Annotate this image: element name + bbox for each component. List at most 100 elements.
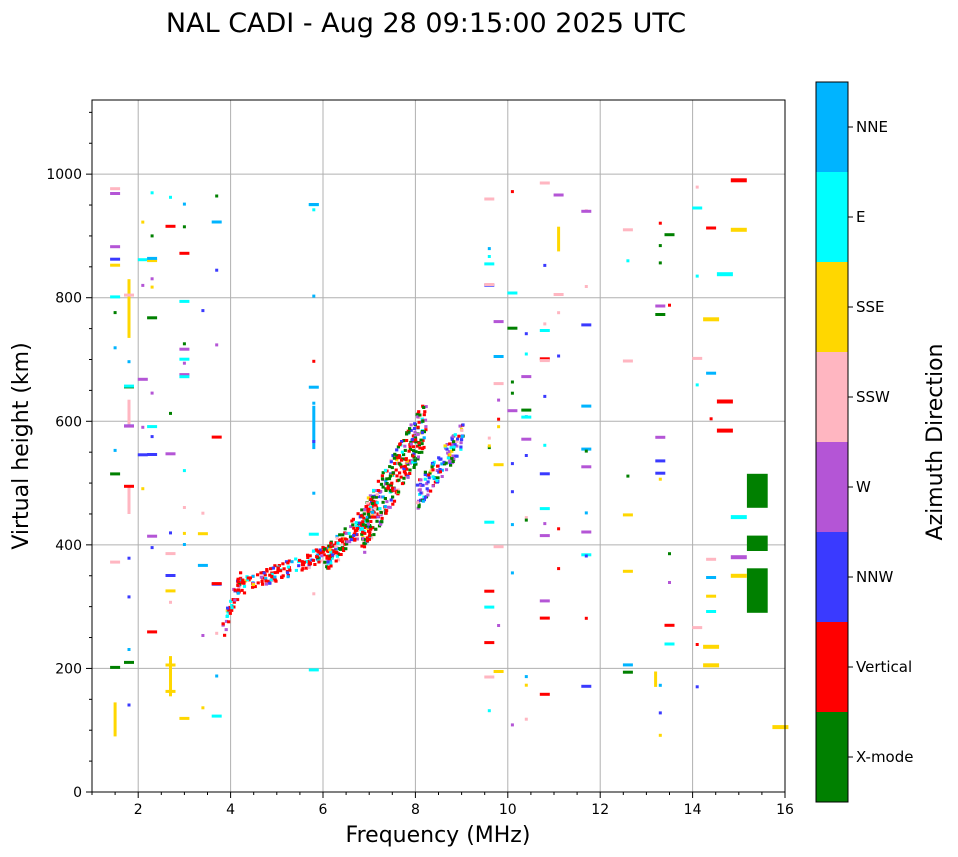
- data-point: [459, 447, 463, 451]
- data-point: [368, 531, 372, 535]
- data-point: [706, 371, 717, 375]
- data-point: [110, 187, 121, 191]
- data-point: [332, 543, 336, 547]
- data-point: [385, 482, 389, 485]
- data-point: [215, 268, 219, 272]
- data-point: [622, 513, 633, 517]
- data-point: [379, 522, 383, 526]
- data-point: [706, 594, 717, 598]
- data-point: [351, 517, 355, 521]
- data-segment: [654, 671, 658, 687]
- data-point: [435, 469, 439, 472]
- data-point: [426, 480, 430, 484]
- data-point: [422, 430, 426, 434]
- data-point: [376, 514, 380, 518]
- data-point: [265, 569, 269, 573]
- data-point: [341, 533, 345, 537]
- data-point: [385, 500, 389, 504]
- data-point: [420, 450, 424, 454]
- data-point: [497, 425, 501, 429]
- data-point: [281, 562, 285, 566]
- data-segment: [127, 486, 131, 514]
- data-point: [124, 293, 134, 297]
- data-point: [127, 595, 131, 599]
- data-point: [304, 560, 308, 564]
- data-point: [377, 524, 382, 528]
- data-mark: [730, 178, 747, 183]
- data-point: [360, 532, 364, 536]
- colorbar-tick-label: SSE: [856, 298, 885, 316]
- data-point: [484, 675, 495, 679]
- data-point: [412, 452, 416, 456]
- x-tick-label: 12: [591, 802, 609, 818]
- data-point: [325, 556, 329, 560]
- data-point: [419, 484, 423, 488]
- data-point: [253, 585, 257, 589]
- data-point: [277, 564, 281, 567]
- data-point: [224, 619, 229, 623]
- data-point: [521, 375, 532, 379]
- data-point: [413, 434, 417, 438]
- colorbar-tick-label: NNW: [856, 568, 893, 586]
- data-point: [150, 234, 154, 238]
- data-point: [400, 458, 404, 462]
- data-point: [301, 567, 305, 571]
- data-point: [375, 489, 379, 492]
- data-point: [454, 454, 458, 458]
- data-point: [311, 549, 316, 553]
- data-point: [553, 293, 564, 296]
- data-point: [385, 477, 389, 481]
- data-point: [236, 580, 240, 584]
- data-point: [487, 444, 491, 448]
- data-point: [264, 579, 268, 583]
- data-point: [413, 460, 417, 464]
- data-point: [373, 515, 377, 519]
- data-point: [127, 703, 131, 707]
- data-point: [124, 484, 134, 488]
- data-point: [521, 437, 532, 441]
- data-point: [706, 226, 717, 230]
- data-point: [110, 192, 121, 195]
- data-point: [265, 568, 269, 571]
- data-point: [524, 332, 528, 336]
- data-point: [436, 476, 440, 480]
- data-point: [312, 491, 316, 495]
- data-point: [397, 478, 401, 482]
- data-point: [329, 564, 333, 568]
- data-point: [695, 383, 699, 387]
- data-mark: [730, 555, 747, 560]
- data-point: [709, 417, 713, 421]
- data-point: [201, 511, 205, 515]
- data-point: [622, 670, 633, 674]
- data-point: [352, 534, 356, 537]
- data-point: [437, 456, 441, 460]
- data-point: [179, 716, 190, 720]
- data-point: [400, 482, 405, 486]
- data-segment: [746, 535, 768, 551]
- data-point: [375, 519, 379, 523]
- data-point: [420, 431, 424, 435]
- data-point: [397, 490, 401, 494]
- data-point: [407, 430, 411, 434]
- data-point: [376, 495, 381, 499]
- colorbar-tick-label: E: [856, 208, 865, 226]
- data-point: [400, 450, 404, 454]
- data-point: [363, 508, 367, 512]
- data-point: [269, 578, 273, 582]
- data-point: [507, 326, 518, 330]
- data-point: [323, 547, 327, 551]
- data-point: [655, 459, 666, 463]
- data-point: [127, 648, 131, 651]
- data-point: [359, 528, 363, 532]
- data-point: [113, 311, 117, 315]
- data-point: [443, 444, 447, 448]
- data-point: [215, 674, 219, 678]
- data-point: [308, 203, 319, 206]
- data-point: [215, 631, 219, 635]
- data-point: [338, 547, 342, 551]
- data-point: [282, 567, 286, 571]
- data-point: [440, 468, 444, 472]
- data-point: [376, 507, 380, 511]
- data-point: [557, 527, 561, 531]
- data-point: [394, 468, 398, 472]
